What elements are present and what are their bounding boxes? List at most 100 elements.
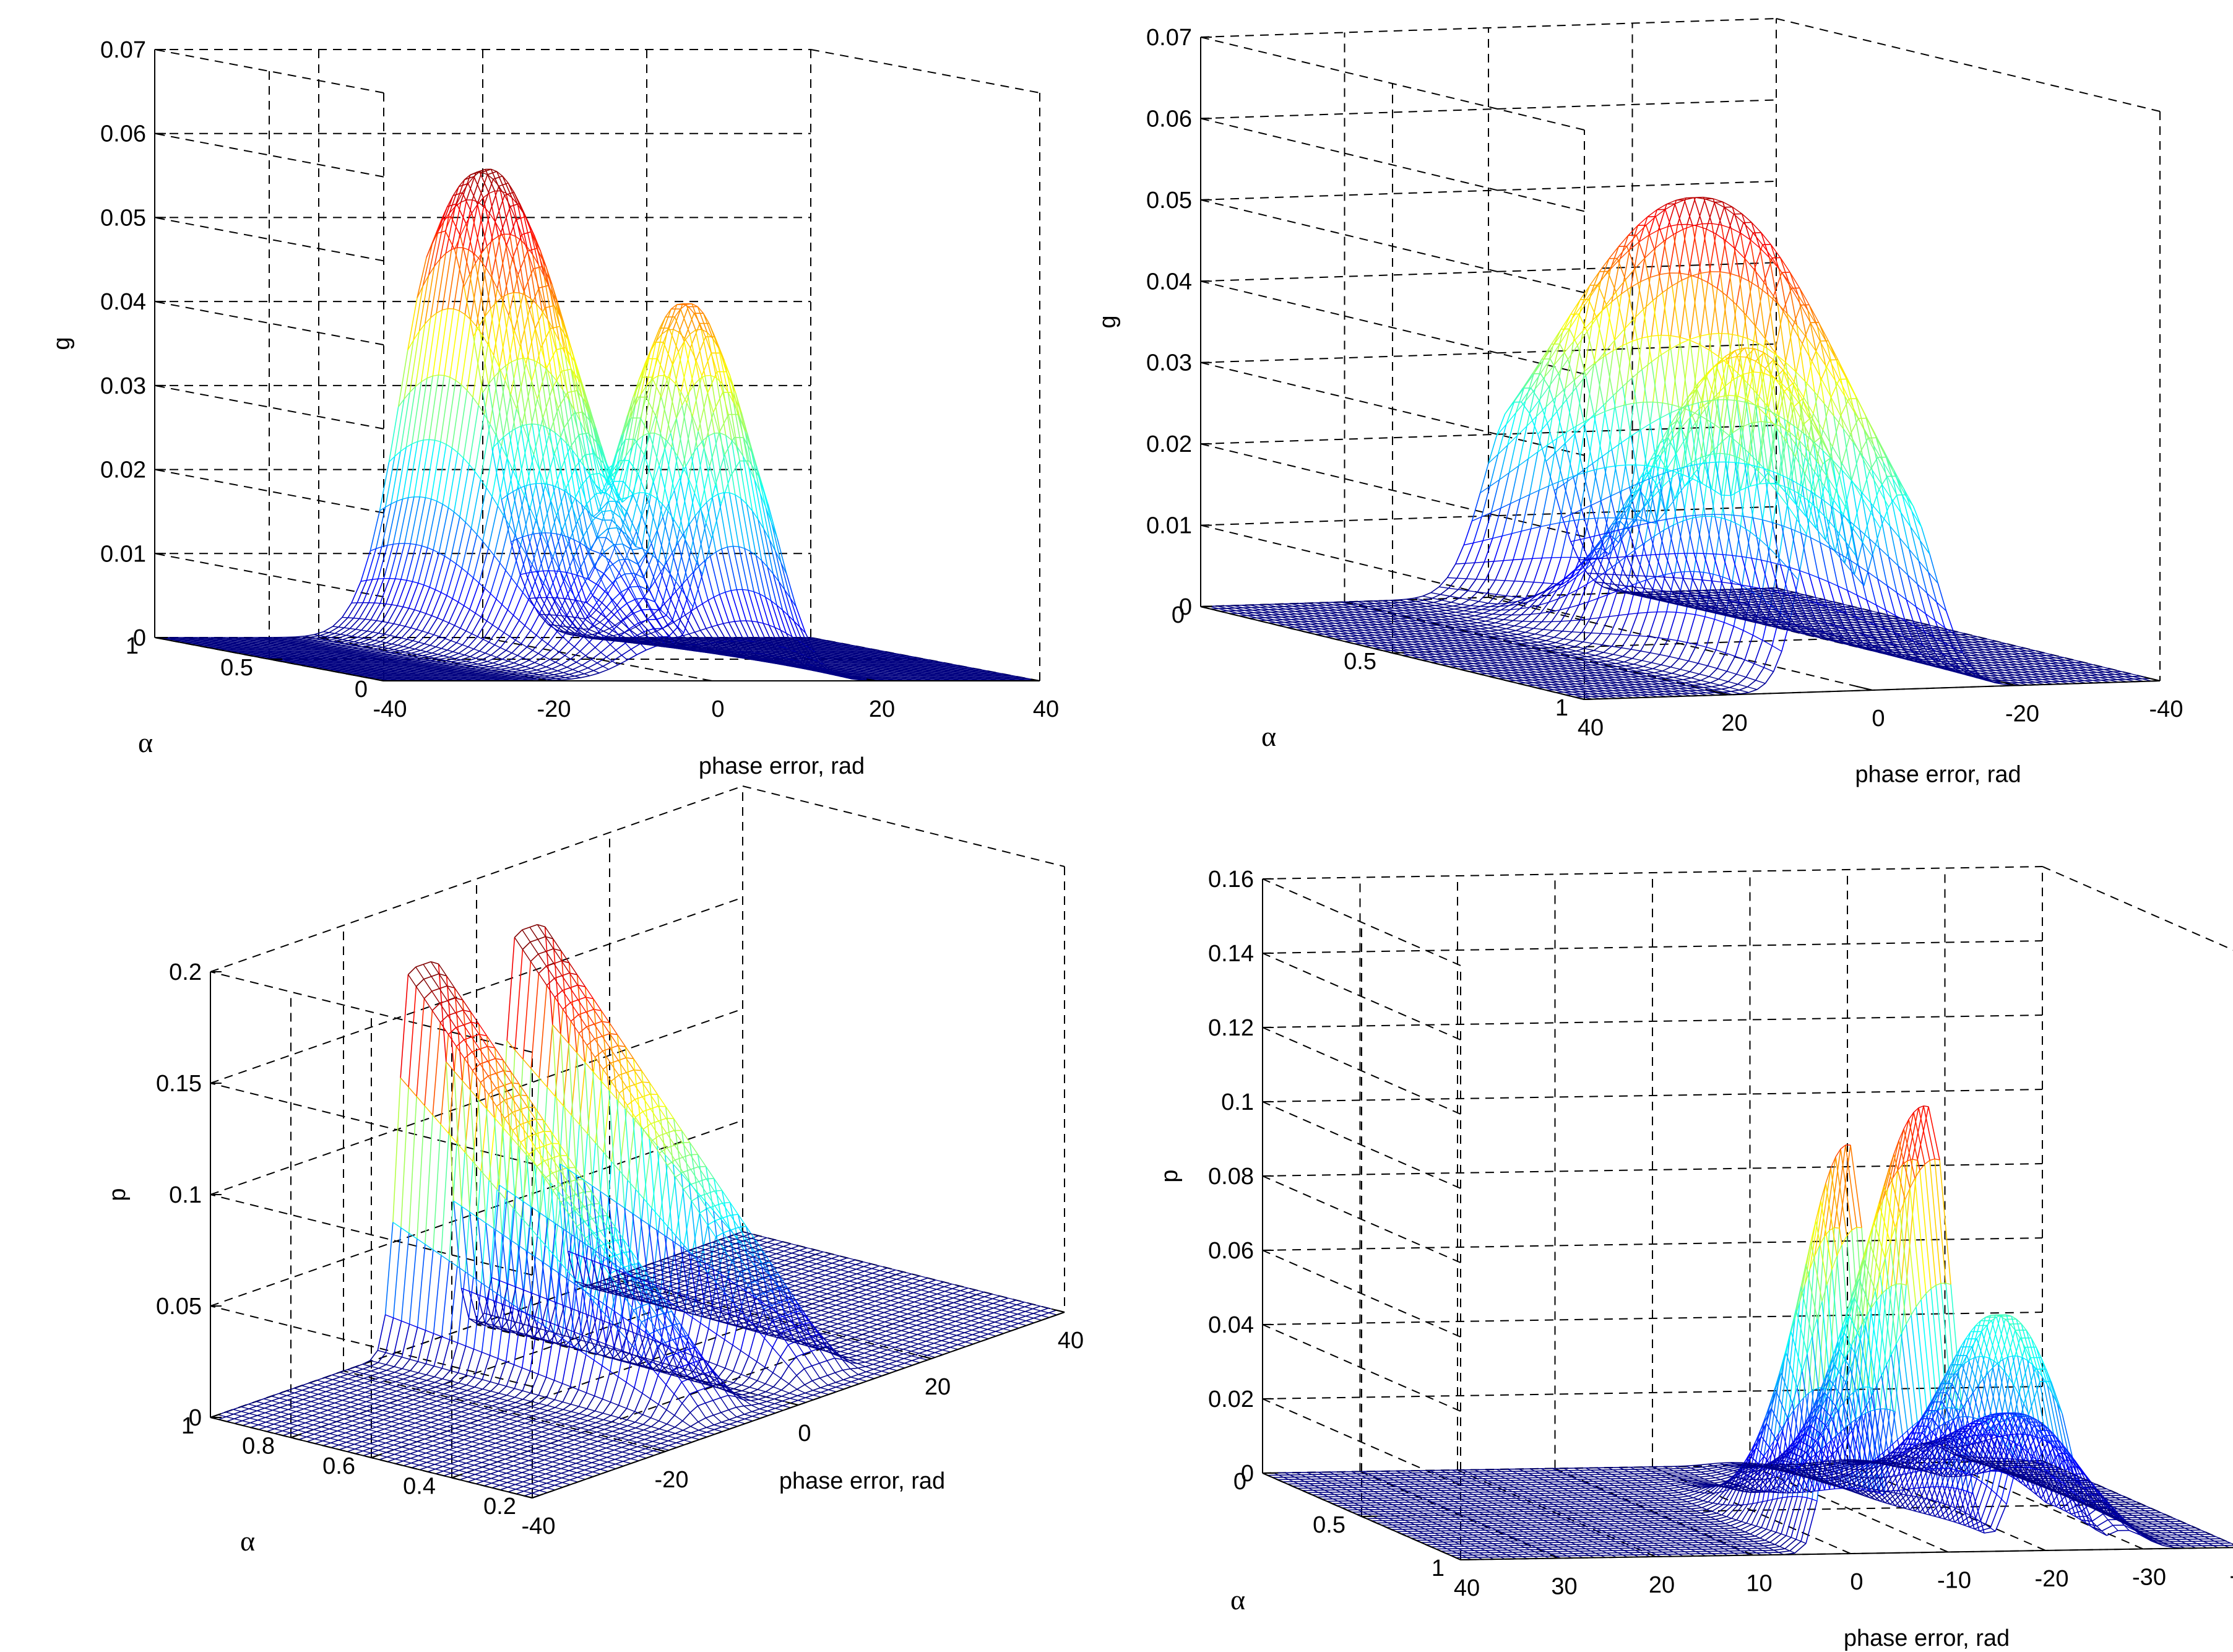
mesh-line — [429, 587, 436, 590]
mesh-line — [563, 672, 569, 675]
mesh-line — [676, 402, 688, 456]
mesh-line — [578, 671, 585, 675]
mesh-line — [685, 456, 692, 467]
mesh-line — [444, 625, 456, 639]
mesh-line — [786, 574, 797, 607]
mesh-line — [478, 326, 490, 384]
mesh-line — [572, 616, 584, 629]
mesh-line — [337, 638, 343, 641]
mesh-line — [426, 646, 436, 652]
mesh-line — [351, 581, 361, 603]
mesh-line — [415, 648, 421, 651]
mesh-line — [407, 655, 414, 658]
mesh-line — [625, 405, 636, 456]
mesh-line — [419, 439, 430, 497]
mesh-line — [486, 487, 493, 497]
mesh-line — [553, 672, 564, 675]
mesh-line — [467, 390, 473, 398]
mesh-line — [698, 560, 705, 567]
mesh-line — [474, 471, 482, 480]
mesh-line — [570, 651, 581, 660]
mesh-line — [399, 647, 410, 652]
mesh-line — [353, 602, 364, 619]
mesh-line — [590, 577, 601, 593]
mesh-line — [590, 472, 600, 475]
mesh-line — [499, 365, 506, 371]
mesh-line — [725, 590, 732, 593]
mesh-line — [600, 644, 611, 653]
mesh-line — [490, 563, 501, 594]
mesh-line — [727, 547, 738, 590]
mesh-line — [425, 440, 436, 498]
mesh-line — [691, 456, 702, 509]
mesh-line — [681, 405, 693, 456]
mesh-line — [424, 643, 431, 646]
mesh-line — [410, 543, 417, 545]
mesh-line — [342, 616, 348, 618]
mesh-line — [719, 594, 730, 623]
mesh-line — [423, 655, 429, 657]
mesh-line — [790, 598, 800, 628]
mesh-line — [537, 669, 543, 672]
mesh-line — [568, 629, 579, 642]
mesh-line — [392, 643, 398, 646]
mesh-line — [427, 547, 434, 551]
mesh-line — [678, 332, 685, 339]
mesh-line — [332, 626, 339, 628]
mesh-line — [594, 625, 604, 632]
mesh-line — [519, 599, 529, 621]
mesh-line — [478, 664, 484, 666]
mesh-line — [584, 670, 594, 675]
mesh-line — [551, 668, 558, 672]
mesh-line — [457, 452, 464, 459]
mesh-line — [514, 662, 520, 665]
mesh-line — [516, 536, 523, 540]
mesh-line — [746, 504, 757, 556]
mesh-line — [623, 613, 633, 621]
mesh-line — [520, 643, 527, 647]
mesh-line — [465, 522, 472, 529]
mesh-line — [750, 448, 761, 493]
mesh-line — [722, 383, 732, 440]
mesh-line — [412, 441, 418, 444]
mesh-line — [777, 538, 787, 575]
mesh-line — [428, 374, 439, 440]
chart-panel-top-left: 00.010.020.030.040.050.060.07-40 -20 0 20 40… — [49, 37, 1059, 779]
mesh-line — [748, 467, 759, 520]
mesh-line — [454, 249, 465, 287]
mesh-line — [553, 674, 560, 677]
mesh-line — [572, 664, 582, 670]
mesh-line — [441, 647, 447, 651]
mesh-line — [651, 377, 662, 397]
mesh-line — [373, 648, 379, 651]
mesh-line — [718, 347, 728, 392]
mesh-line — [392, 499, 404, 545]
mesh-line — [684, 313, 695, 339]
mesh-line — [561, 368, 572, 372]
mesh-line — [462, 633, 472, 646]
mesh-line — [431, 647, 442, 654]
mesh-line — [631, 394, 642, 448]
mesh-line — [696, 603, 703, 608]
mesh-line — [582, 412, 593, 424]
mesh-line — [537, 545, 548, 574]
mesh-line — [627, 654, 637, 660]
mesh-line — [387, 501, 397, 546]
mesh-line — [525, 424, 537, 484]
mesh-line — [776, 605, 787, 634]
mesh-line — [327, 638, 337, 641]
mesh-line — [574, 675, 581, 678]
mesh-line — [795, 607, 806, 633]
mesh-line — [542, 639, 548, 645]
mesh-line — [551, 664, 562, 670]
mesh-line — [615, 625, 625, 633]
mesh-line — [636, 546, 642, 549]
mesh-line — [661, 308, 672, 335]
mesh-line — [491, 442, 498, 449]
mesh-line — [547, 643, 554, 649]
mesh-line — [610, 644, 616, 651]
mesh-line — [413, 640, 419, 643]
mesh-line — [492, 624, 499, 629]
mesh-line — [672, 620, 678, 628]
mesh-line — [709, 433, 720, 467]
